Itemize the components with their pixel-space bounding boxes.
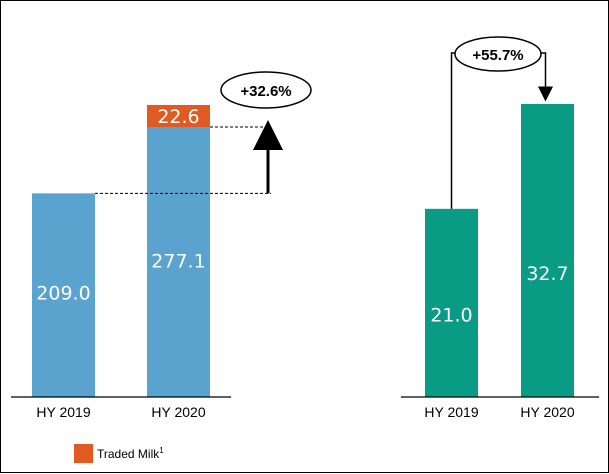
bar-value-label: 32.7 [526,263,568,285]
bar-hy-2019-base [32,193,95,397]
x-tick-label: HY 2020 [520,404,574,420]
bar-hy-2020-base [147,127,210,397]
x-tick-label: HY 2020 [151,404,205,420]
bar-value-label: 21.0 [430,305,472,327]
legend-swatch-traded-milk [74,444,93,463]
bar-hy-2020 [521,104,574,397]
x-tick-label: HY 2019 [424,404,478,420]
bar-value-label-traded-milk: 22.6 [157,106,199,128]
bar-value-label: 277.1 [151,250,205,272]
change-badge-left [220,71,312,109]
bar-hy-2020-traded-milk [147,104,210,127]
change-label-left: +32.6% [240,83,291,100]
bar-value-label: 209.0 [36,282,90,304]
change-badge-right [454,36,542,72]
legend-label-traded-milk: Traded Milk1 [97,446,164,461]
legend-superscript: 1 [159,446,164,455]
bar-hy-2019 [425,208,478,397]
x-tick-label: HY 2019 [36,404,90,420]
change-label-right: +55.7% [472,47,523,64]
